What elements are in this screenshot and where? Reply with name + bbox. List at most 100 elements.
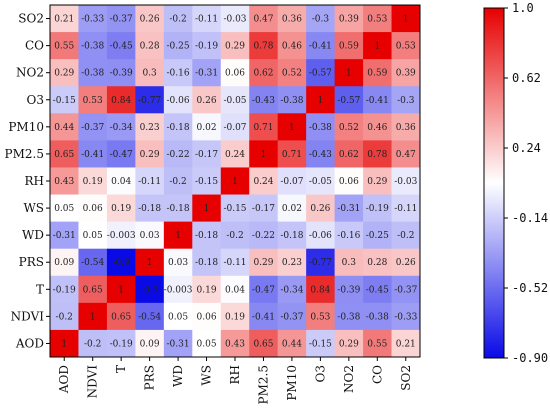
cell-value: 0.29 [225, 42, 245, 52]
cell-value: -0.47 [110, 150, 133, 160]
cell-value: 0.04 [111, 177, 131, 187]
cell-value: 0.23 [140, 123, 160, 133]
cell-value: -0.22 [167, 150, 190, 160]
cell-value: 1 [403, 15, 409, 25]
cell-value: 0.02 [282, 204, 302, 214]
heatmap-cell [249, 302, 279, 331]
heatmap-cell [135, 113, 165, 141]
cell-value: 0.24 [225, 150, 245, 160]
colorbar-tick-label: 1.0 [512, 1, 534, 15]
cell-value: -0.003 [164, 285, 193, 295]
cell-value: 0.02 [197, 123, 217, 133]
heatmap-cell [106, 194, 136, 223]
colorbar-tick-label: -0.14 [512, 211, 548, 225]
heatmap-cell [306, 248, 336, 277]
cell-value: 0.46 [367, 123, 387, 133]
x-tick-label: WS [200, 365, 214, 386]
cell-value: -0.07 [280, 177, 303, 187]
x-tick-label: WD [171, 365, 185, 387]
cell-value: 0.84 [310, 285, 330, 295]
cell-value: 0.47 [396, 150, 416, 160]
cell-value: 0.06 [197, 312, 217, 322]
cell-value: 0.29 [54, 69, 74, 79]
y-tick-label: RH [25, 174, 45, 188]
cell-value: -0.2 [169, 15, 186, 25]
heatmap-cell [192, 302, 222, 331]
y-tick-label: NO2 [16, 66, 44, 80]
cell-value: -0.41 [366, 96, 389, 106]
heatmap-cell [363, 329, 392, 358]
heatmap-cell [192, 194, 222, 223]
cell-value: -0.18 [167, 123, 190, 133]
heatmap-cell [163, 275, 193, 304]
heatmap-cell [106, 140, 136, 168]
y-tick-label: PRS [19, 255, 44, 269]
x-tick-label: CO [370, 365, 384, 384]
cell-value: 0.46 [282, 42, 302, 52]
cell-value: -0.18 [167, 204, 190, 214]
heatmap-cell [192, 32, 222, 60]
cell-value: -0.2 [84, 339, 101, 349]
cell-value: -0.25 [167, 42, 190, 52]
heatmap-cell [220, 329, 250, 358]
heatmap-cell [249, 275, 279, 304]
cell-value: -0.11 [223, 258, 246, 268]
heatmap-cell [135, 275, 165, 304]
heatmap-cell [391, 275, 421, 304]
heatmap-cell [306, 167, 336, 195]
cell-value: -0.19 [110, 339, 133, 349]
heatmap-cell [306, 194, 336, 223]
heatmap-cell [163, 113, 193, 141]
heatmap-cell [363, 275, 392, 304]
heatmap-cell [192, 221, 222, 250]
heatmap-cell [50, 86, 79, 114]
x-tick-label: NDVI [86, 365, 100, 399]
heatmap-cell [391, 248, 421, 277]
cell-value: -0.15 [309, 339, 332, 349]
cell-value: 0.62 [339, 150, 359, 160]
cell-value: 0.43 [225, 339, 245, 349]
heatmap-cell [163, 221, 193, 250]
heatmap-cell [277, 32, 307, 60]
cell-value: 0.78 [367, 150, 387, 160]
heatmap-cell [192, 5, 222, 33]
colorbar-tick-label: 0.62 [512, 71, 541, 85]
x-tick-label: AOD [57, 365, 71, 394]
cell-value: 0.84 [111, 96, 131, 106]
heatmap-cell [220, 140, 250, 168]
heatmap-cell [50, 275, 79, 304]
heatmap-cell [78, 329, 108, 358]
cell-value: 0.65 [111, 312, 131, 322]
heatmap-cell [363, 59, 392, 87]
heatmap-cell [363, 140, 392, 168]
heatmap-cell [391, 302, 421, 331]
cell-value: 0.09 [140, 339, 160, 349]
cell-value: -0.37 [110, 15, 133, 25]
heatmap-cell [163, 5, 193, 33]
heatmap-cell [277, 113, 307, 141]
cell-value: -0.47 [252, 285, 275, 295]
cell-value: -0.39 [110, 69, 133, 79]
cell-value: -0.45 [110, 42, 133, 52]
cell-value: -0.41 [252, 312, 275, 322]
colorbar-tick-label: -0.52 [512, 281, 548, 295]
heatmap-cell [135, 329, 165, 358]
cell-value: 0.43 [54, 177, 74, 187]
heatmap-cell [78, 275, 108, 304]
heatmap-cell [135, 86, 165, 114]
cell-value: 0.05 [54, 204, 74, 214]
heatmap-cell [50, 329, 79, 358]
heatmap-cell [391, 140, 421, 168]
cell-value: 0.55 [367, 339, 387, 349]
cell-value: 0.3 [142, 69, 157, 79]
heatmap-cell [363, 194, 392, 223]
heatmap-cell [50, 302, 79, 331]
heatmap-cell [391, 329, 421, 358]
cell-value: 0.39 [396, 69, 416, 79]
heatmap-cell [106, 329, 136, 358]
heatmap-cell [363, 5, 392, 33]
heatmap-cell [78, 140, 108, 168]
cell-value: -0.38 [337, 312, 360, 322]
cell-value: -0.17 [252, 204, 275, 214]
